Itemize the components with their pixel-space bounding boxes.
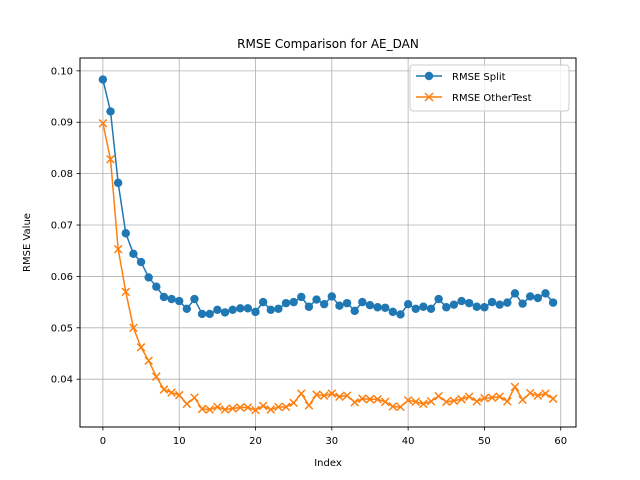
data-point: [450, 300, 458, 308]
x-tick-label: 30: [325, 436, 338, 447]
data-point: [160, 293, 168, 301]
data-point: [473, 303, 481, 311]
data-point: [457, 297, 465, 305]
data-point: [541, 289, 549, 297]
x-tick-label: 0: [100, 436, 106, 447]
data-point: [328, 292, 336, 300]
data-point: [106, 107, 114, 115]
x-axis-label: Index: [314, 458, 342, 469]
data-point: [137, 258, 145, 266]
data-point: [144, 273, 152, 281]
y-tick-label: 0.10: [51, 66, 73, 77]
y-axis-label: RMSE Value: [22, 213, 33, 272]
y-tick-label: 0.06: [51, 272, 73, 283]
data-point: [495, 300, 503, 308]
data-point: [518, 299, 526, 307]
data-point: [534, 294, 542, 302]
data-point: [511, 289, 519, 297]
data-point: [312, 295, 320, 303]
chart-title: RMSE Comparison for AE_DAN: [237, 37, 419, 51]
data-point: [167, 295, 175, 303]
data-point: [129, 250, 137, 258]
x-tick-label: 60: [554, 436, 567, 447]
data-point: [221, 308, 229, 316]
y-tick-label: 0.04: [51, 375, 73, 386]
data-point: [480, 303, 488, 311]
data-point: [366, 301, 374, 309]
data-point: [228, 306, 236, 314]
data-point: [320, 300, 328, 308]
x-tick-label: 20: [249, 436, 262, 447]
data-point: [549, 298, 557, 306]
data-point: [419, 303, 427, 311]
x-tick-label: 50: [478, 436, 491, 447]
legend-marker-rmse-split: [425, 72, 433, 80]
data-point: [396, 310, 404, 318]
legend-label-rmse-othertest: RMSE OtherTest: [452, 93, 532, 104]
data-point: [389, 308, 397, 316]
data-point: [305, 303, 313, 311]
legend-label-rmse-split: RMSE Split: [452, 72, 506, 83]
data-point: [152, 282, 160, 290]
data-point: [289, 298, 297, 306]
x-tick-label: 10: [173, 436, 186, 447]
data-point: [434, 295, 442, 303]
data-point: [412, 305, 420, 313]
data-point: [381, 304, 389, 312]
data-point: [351, 307, 359, 315]
data-point: [175, 297, 183, 305]
y-tick-label: 0.07: [51, 221, 73, 232]
data-point: [206, 310, 214, 318]
data-point: [190, 295, 198, 303]
data-point: [282, 299, 290, 307]
data-point: [213, 306, 221, 314]
data-point: [251, 308, 259, 316]
data-point: [442, 303, 450, 311]
data-point: [427, 305, 435, 313]
y-tick-label: 0.08: [51, 169, 73, 180]
data-point: [198, 310, 206, 318]
data-point: [373, 303, 381, 311]
data-point: [358, 298, 366, 306]
data-point: [526, 292, 534, 300]
y-tick-label: 0.05: [51, 323, 73, 334]
data-point: [503, 298, 511, 306]
data-point: [122, 229, 130, 237]
y-tick-label: 0.09: [51, 118, 73, 129]
data-point: [343, 299, 351, 307]
legend: RMSE Split RMSE OtherTest: [410, 65, 569, 111]
data-point: [114, 179, 122, 187]
data-point: [274, 305, 282, 313]
data-point: [465, 299, 473, 307]
data-point: [335, 302, 343, 310]
data-point: [488, 298, 496, 306]
data-point: [236, 304, 244, 312]
data-point: [404, 300, 412, 308]
x-tick-label: 40: [402, 436, 415, 447]
data-point: [259, 298, 267, 306]
data-point: [244, 304, 252, 312]
data-point: [267, 306, 275, 314]
data-point: [183, 305, 191, 313]
data-point: [297, 293, 305, 301]
data-point: [99, 75, 107, 83]
